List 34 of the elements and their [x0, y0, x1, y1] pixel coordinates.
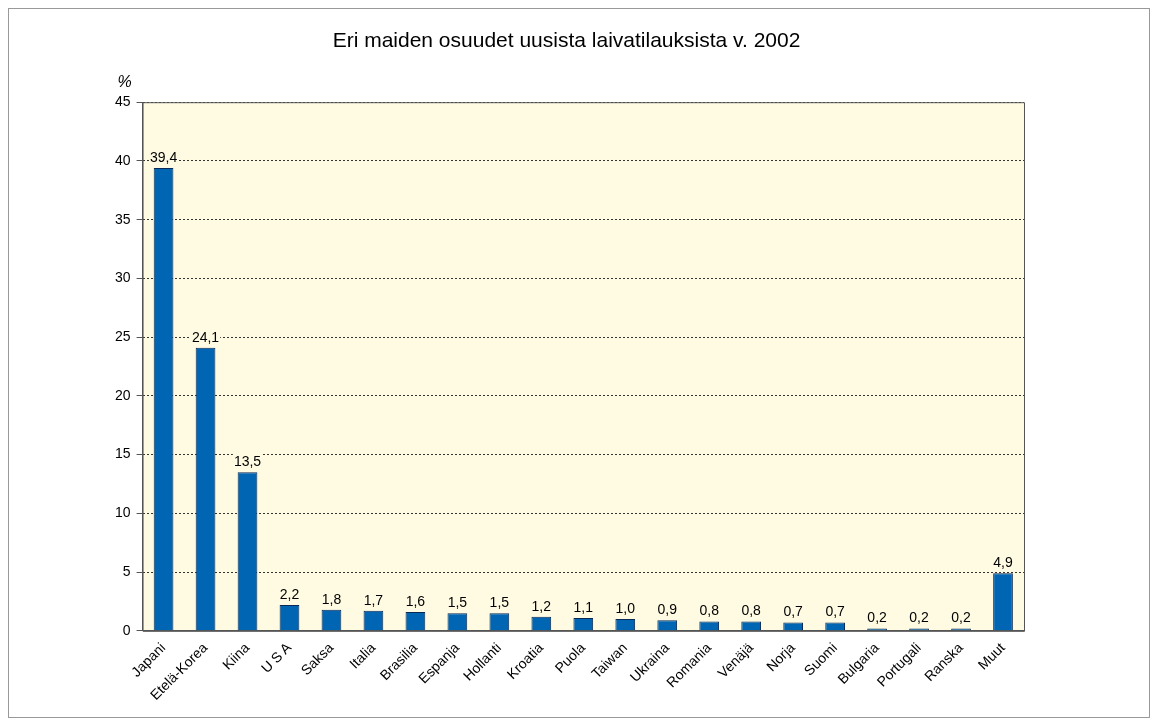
y-tick-label: 20: [114, 386, 131, 403]
data-label: 0,2: [951, 609, 971, 626]
data-label: 0,7: [825, 603, 846, 620]
y-tick-label: 35: [114, 210, 131, 227]
data-label: 0,2: [867, 609, 888, 626]
data-label: 0,9: [657, 601, 678, 618]
x-tick-label: U S A: [257, 638, 295, 676]
y-tick-label: 15: [114, 445, 131, 462]
y-tick-label: 30: [114, 269, 131, 286]
data-label: 39,4: [149, 148, 178, 165]
data-label: 13,5: [233, 453, 262, 470]
data-label: 0,7: [783, 603, 804, 620]
data-label: 1,2: [531, 597, 552, 614]
data-label: 1,7: [363, 591, 384, 608]
data-label: 1,1: [573, 598, 594, 615]
y-tick-label: 40: [114, 151, 131, 168]
y-axis-title: %: [117, 72, 132, 90]
y-tick-label: 25: [114, 328, 131, 345]
y-tick-label: 0: [122, 621, 131, 638]
chart-title: Eri maiden osuudet uusista laivatilauksista v. 2002: [332, 28, 801, 52]
data-label: 2,2: [279, 585, 300, 602]
y-tick-label: 5: [122, 562, 131, 579]
data-label: 4,9: [993, 554, 1013, 571]
data-label: 1,6: [405, 592, 426, 609]
y-tick-label: 10: [114, 504, 131, 521]
data-label: 1,0: [615, 599, 636, 616]
data-label: 0,2: [909, 609, 930, 626]
data-label: 1,8: [321, 590, 342, 607]
data-label: 1,5: [447, 594, 468, 611]
y-tick-label: 45: [114, 93, 131, 110]
data-label: 0,8: [741, 602, 762, 619]
data-label: 0,8: [699, 602, 720, 619]
data-label: 1,5: [489, 594, 510, 611]
data-label: 24,1: [191, 328, 220, 345]
